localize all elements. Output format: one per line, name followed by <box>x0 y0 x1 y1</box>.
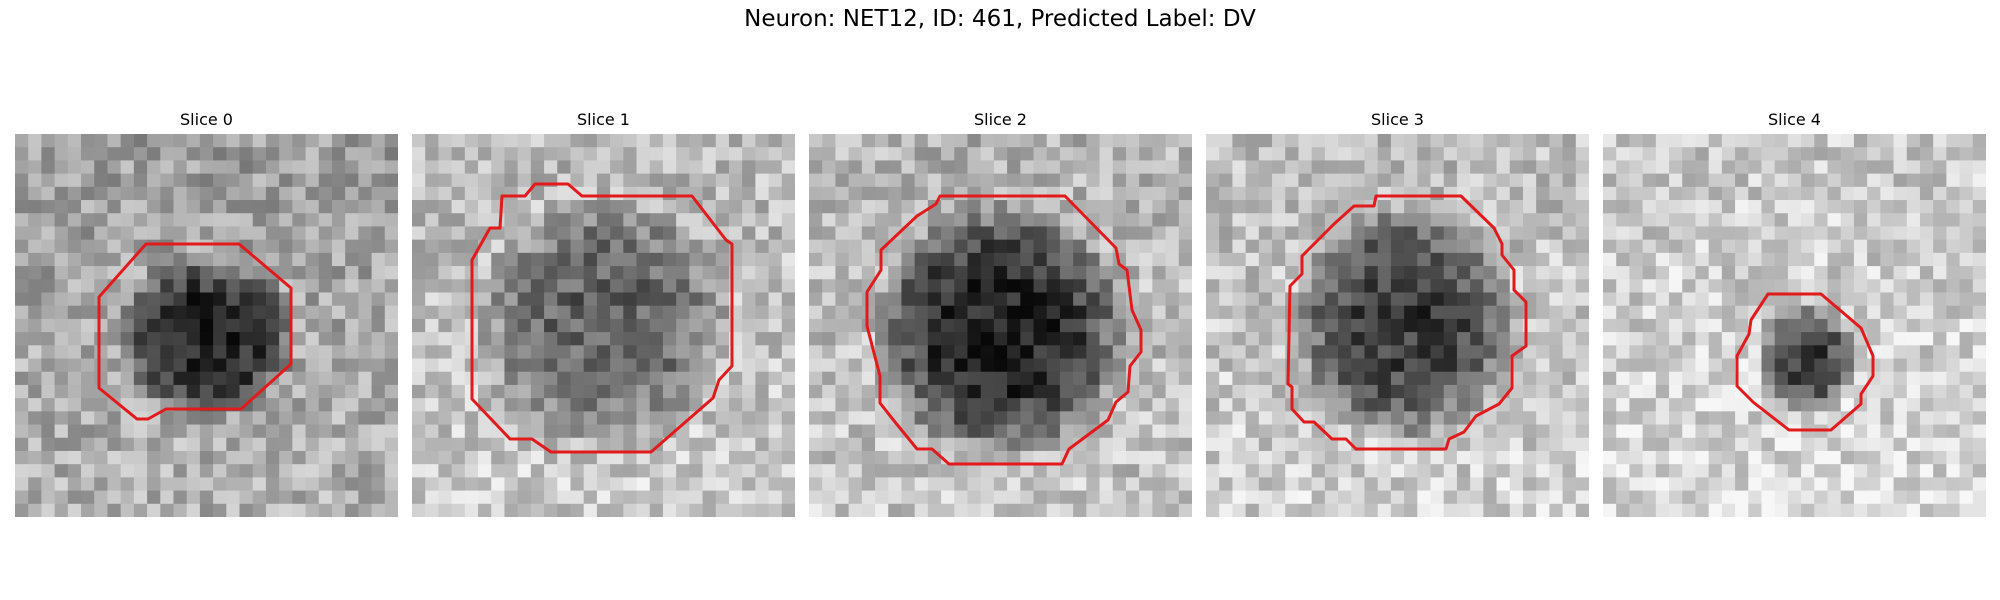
roi-contour <box>1286 194 1528 451</box>
roi-contour <box>865 194 1143 466</box>
slice-image-3 <box>1206 134 1589 517</box>
slice-panel-2: Slice 2 <box>809 108 1192 517</box>
slice-image-1 <box>412 134 795 517</box>
slice-panel-3: Slice 3 <box>1206 108 1589 517</box>
slice-title: Slice 4 <box>1768 110 1821 129</box>
slice-panel-4: Slice 4 <box>1603 108 1986 517</box>
microscopy-pixels <box>809 134 1192 517</box>
figure-title: Neuron: NET12, ID: 461, Predicted Label:… <box>744 6 1256 32</box>
slice-panel-1: Slice 1 <box>412 108 795 517</box>
microscopy-pixels <box>1206 134 1589 517</box>
slice-title: Slice 1 <box>577 110 630 129</box>
microscopy-pixels <box>412 134 795 517</box>
slice-title: Slice 0 <box>180 110 233 129</box>
slice-title: Slice 3 <box>1371 110 1424 129</box>
slice-image-2 <box>809 134 1192 517</box>
slice-image-0 <box>15 134 398 517</box>
roi-contour <box>1735 292 1875 432</box>
slice-image-4 <box>1603 134 1986 517</box>
slice-title: Slice 2 <box>974 110 1027 129</box>
microscopy-pixels <box>1603 134 1986 517</box>
microscopy-pixels <box>15 134 398 517</box>
roi-contour <box>470 182 734 454</box>
roi-contour <box>97 242 293 421</box>
slice-panel-0: Slice 0 <box>15 108 398 517</box>
